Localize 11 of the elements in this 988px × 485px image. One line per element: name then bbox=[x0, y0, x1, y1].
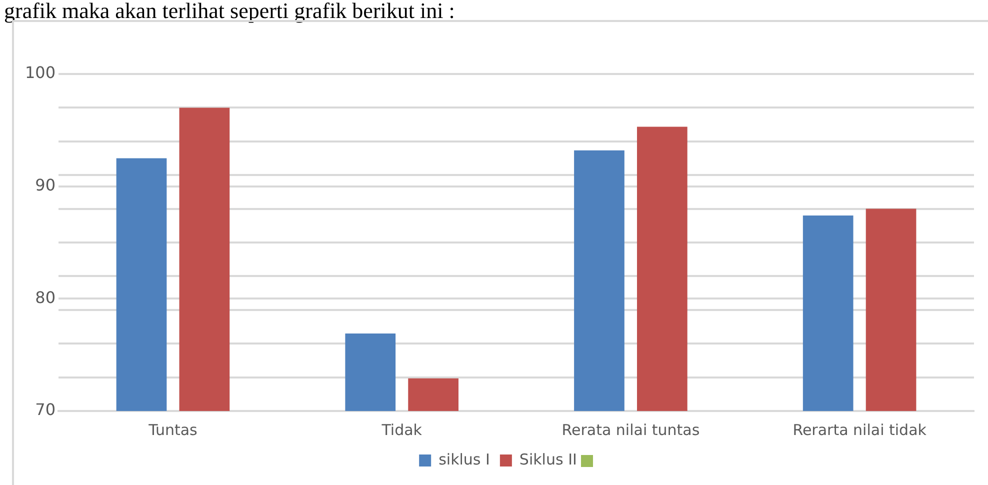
y-tick-label: 80 bbox=[35, 288, 56, 307]
x-tick-label: Rerarta nilai tidak bbox=[792, 420, 927, 439]
y-tick-label: 90 bbox=[35, 175, 56, 194]
x-tick-label: Rerata nilai tuntas bbox=[562, 420, 700, 439]
x-tick-label: Tidak bbox=[380, 420, 422, 439]
text: grafik maka akan terlihat seperti grafik berikut ini : bbox=[4, 0, 455, 24]
y-tick-label: 100 bbox=[24, 63, 56, 82]
x-tick-label: Tuntas bbox=[148, 420, 198, 439]
legend-label: siklus I bbox=[438, 450, 490, 468]
y-tick-label: 70 bbox=[35, 400, 56, 420]
legend-label: Siklus II bbox=[519, 450, 577, 468]
